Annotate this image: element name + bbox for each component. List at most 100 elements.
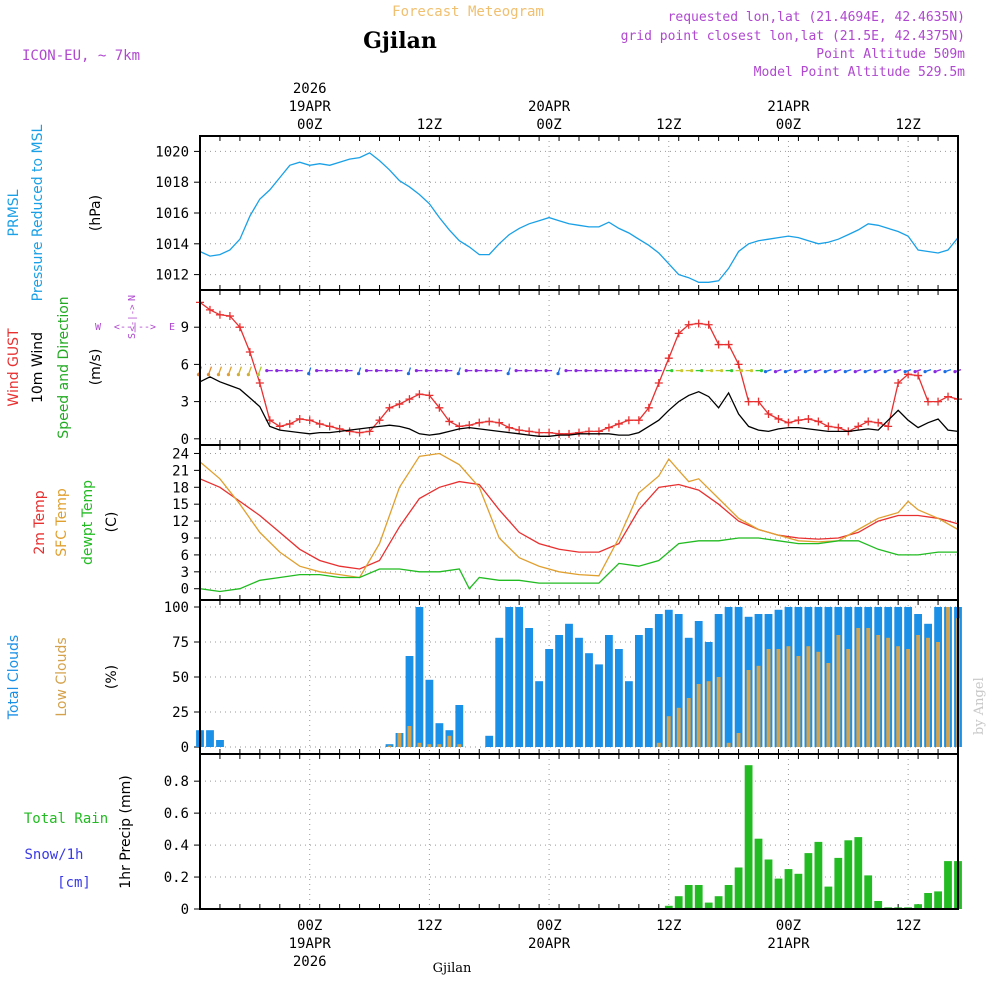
bar [914, 904, 922, 909]
bar [846, 649, 851, 747]
bar [806, 646, 811, 747]
bar [776, 649, 781, 747]
wind-direction-arrow-head [236, 373, 240, 377]
bar [814, 841, 823, 909]
y-tick-label: 50 [172, 670, 189, 686]
panel-unit-label: (%) [104, 665, 120, 689]
wind-direction-arrow-head [374, 369, 379, 373]
wind-direction-arrow-head [564, 369, 568, 373]
bar [485, 735, 494, 747]
bar [674, 614, 683, 747]
bar [714, 896, 723, 909]
bar [876, 635, 881, 747]
bar [874, 901, 883, 909]
y-tick-label: 1012 [155, 268, 189, 284]
bar [694, 885, 703, 909]
wind-direction-arrow-head [216, 373, 221, 377]
requested-coords: requested lon,lat (21.4694E, 42.4635N) [668, 10, 965, 25]
y-tick-label: 6 [181, 357, 189, 373]
bar [734, 607, 743, 747]
gust-marker [904, 370, 913, 379]
wind-direction-arrow-head [394, 369, 399, 373]
wind-direction-arrow-head [803, 370, 807, 374]
bar [437, 744, 442, 747]
wind-direction-arrow-head [246, 373, 250, 377]
y-tick-label: 0.4 [164, 838, 189, 854]
y-tick-label: 12 [172, 514, 189, 530]
series-line [199, 452, 959, 579]
bar [565, 623, 573, 747]
gust-marker [724, 340, 733, 349]
bar [746, 670, 751, 747]
wind-direction-arrow-head [759, 369, 764, 373]
y-tick-label: 0 [181, 432, 189, 448]
wind-direction-arrow-head [514, 369, 518, 373]
top-axis-label: 20APR [528, 99, 571, 115]
gust-marker [884, 422, 893, 431]
wind-direction-arrow-head [823, 370, 827, 374]
bar [654, 614, 663, 747]
bar [595, 664, 603, 747]
bottom-axis-label: 00Z [776, 918, 801, 934]
y-tick-label: 0 [181, 902, 189, 918]
y-tick-label: 100 [164, 600, 189, 616]
wind-direction-arrow-head [295, 369, 299, 373]
bar [425, 679, 434, 747]
bar [515, 607, 524, 747]
wind-direction-arrow-head [614, 369, 618, 373]
gust-marker [305, 416, 314, 425]
bar [447, 735, 452, 747]
y-tick-label: 3 [181, 395, 189, 411]
wind-direction-arrow-head [315, 369, 319, 373]
wind-direction-arrow-head [883, 370, 887, 374]
gust-marker [734, 360, 743, 369]
wind-direction-arrow-head [680, 369, 684, 373]
y-tick-label: 0.6 [164, 806, 189, 822]
compass-north: N [127, 295, 138, 301]
gust-marker [485, 417, 494, 426]
wind-direction-arrow-head [434, 369, 438, 373]
panel-legend-label: PRMSL [6, 189, 22, 236]
wind-direction-arrow-head [285, 369, 289, 373]
bar [766, 649, 771, 747]
bar [804, 853, 813, 909]
wind-direction-arrow-head [604, 369, 608, 373]
y-tick-label: 1020 [155, 144, 189, 160]
bar [826, 663, 831, 747]
gust-marker [215, 310, 224, 319]
top-axis-label: 00Z [536, 117, 561, 133]
gust-marker [634, 416, 643, 425]
wind-direction-arrow-head [783, 370, 788, 374]
gust-marker [515, 426, 524, 435]
bar [896, 646, 901, 747]
wind-direction-arrow-head [414, 369, 419, 373]
bar [754, 838, 763, 909]
wind-panel: N S W E <--|--> <-|-> 0 3 6 9 Wind GUST 10m W… [6, 289, 962, 448]
gust-marker [435, 403, 444, 412]
panel-unit-label: (hPa) [88, 195, 104, 231]
wind-direction-arrow-head [325, 369, 329, 373]
wind-direction-arrow-head [335, 369, 339, 373]
wind-direction-arrow-head [464, 369, 468, 373]
wind-direction-arrow-head [873, 370, 877, 374]
gust-marker [565, 429, 574, 438]
pressure-panel: 1012 1014 1016 1018 1020 PRMSL Pressure Reduce… [6, 124, 959, 301]
wind-direction-arrow-head [793, 370, 798, 374]
bottom-axis-label: 00Z [536, 918, 561, 934]
compass-east: E [169, 322, 175, 333]
bar [726, 742, 731, 747]
gust-marker [385, 403, 394, 412]
wind-direction-arrow-head [494, 369, 498, 373]
wind-direction-arrow-head [424, 369, 428, 373]
bottom-axis-label: 12Z [656, 918, 681, 934]
wind-direction-arrow-head [345, 369, 349, 373]
gust-marker [654, 379, 663, 387]
bar [796, 656, 801, 747]
compass-south: S [127, 333, 138, 339]
gust-marker [854, 422, 863, 431]
gust-marker [684, 320, 693, 329]
gust-marker [714, 340, 723, 349]
gust-marker [355, 428, 364, 437]
wind-direction-arrow-head [690, 369, 694, 373]
